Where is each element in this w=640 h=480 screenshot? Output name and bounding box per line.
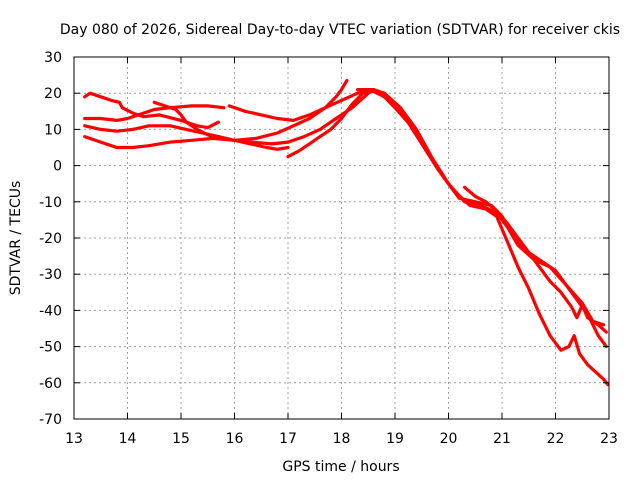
series-line-track-1	[83, 91, 220, 130]
y-tick-label: -70	[39, 412, 62, 428]
y-tick-label: -60	[39, 376, 62, 392]
series-line-track-6	[227, 88, 606, 327]
x-tick-label: 20	[440, 431, 458, 447]
y-tick-label: 30	[44, 50, 62, 66]
x-tick-label: 21	[493, 431, 511, 447]
x-tick-label: 17	[279, 431, 297, 447]
x-axis-label: GPS time / hours	[282, 459, 399, 475]
y-tick-label: 0	[53, 159, 62, 175]
axis-ticks	[73, 56, 610, 420]
series-line-track-9	[463, 185, 608, 334]
y-tick-label: -30	[39, 267, 62, 283]
x-tick-label: 18	[333, 431, 351, 447]
x-tick-label: 13	[65, 431, 83, 447]
x-tick-label: 23	[600, 431, 618, 447]
grid-lines	[74, 57, 609, 419]
y-axis-label: SDTVAR / TECUs	[8, 181, 24, 296]
data-series	[83, 78, 610, 387]
y-tick-label: -40	[39, 303, 62, 319]
x-tick-labels: 13 14 15 16 17 18 19 20 21 22 23	[65, 431, 618, 447]
x-tick-label: 15	[172, 431, 190, 447]
y-tick-labels: 30 20 10 0 -10 -20 -30 -40 -50 -60 -70	[39, 50, 62, 428]
x-tick-label: 19	[386, 431, 404, 447]
y-tick-label: -10	[39, 195, 62, 211]
x-tick-label: 16	[226, 431, 244, 447]
x-tick-label: 22	[547, 431, 565, 447]
chart-title: Day 080 of 2026, Sidereal Day-to-day VTE…	[60, 22, 620, 38]
y-tick-label: 20	[44, 86, 62, 102]
series-line-track-8	[356, 88, 610, 387]
y-tick-label: 10	[44, 122, 62, 138]
x-tick-label: 14	[119, 431, 137, 447]
y-tick-label: -50	[39, 340, 62, 356]
series-line-track-2	[83, 104, 226, 122]
y-tick-label: -20	[39, 231, 62, 247]
series-line-track-5	[152, 100, 290, 151]
